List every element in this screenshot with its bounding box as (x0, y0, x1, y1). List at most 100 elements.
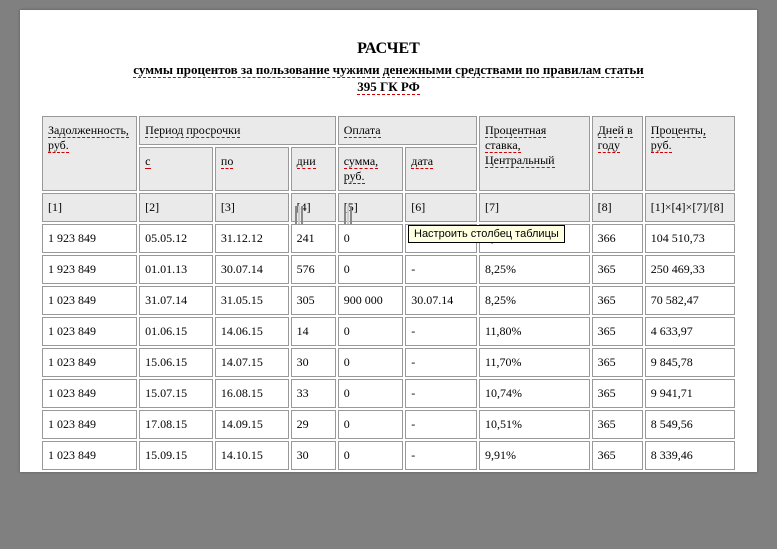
header-pay-sum[interactable]: сумма, руб. (338, 147, 404, 191)
header-days-year[interactable]: Дней в году (592, 116, 643, 191)
table-row: 1 023 84915.06.1514.07.15300-11,70%3659 … (42, 348, 735, 377)
table-cell[interactable]: - (405, 410, 477, 439)
table-cell[interactable]: 8 339,46 (645, 441, 735, 470)
table-cell[interactable]: 365 (592, 441, 643, 470)
header-pay-date[interactable]: дата (405, 147, 477, 191)
table-cell[interactable]: 365 (592, 348, 643, 377)
table-cell[interactable]: 31.07.14 (139, 286, 213, 315)
header-from[interactable]: с (139, 147, 213, 191)
table-cell[interactable]: 104 510,73 (645, 224, 735, 253)
table-cell[interactable]: 1 023 849 (42, 441, 137, 470)
table-cell[interactable]: 14 (291, 317, 336, 346)
table-cell[interactable]: 1 023 849 (42, 410, 137, 439)
table-cell[interactable]: 31.12.12 (215, 224, 289, 253)
table-cell[interactable]: 30 (291, 348, 336, 377)
table-cell[interactable]: 9 941,71 (645, 379, 735, 408)
table-cell[interactable]: 0 (338, 317, 404, 346)
table-cell[interactable]: 15.07.15 (139, 379, 213, 408)
table-cell[interactable]: 30.07.14 (215, 255, 289, 284)
table-row: 1 923 84905.05.1231.12.122410-8,25%36610… (42, 224, 735, 253)
header-payment[interactable]: Оплата (338, 116, 477, 145)
table-cell[interactable]: 4 633,97 (645, 317, 735, 346)
table-cell[interactable]: - (405, 255, 477, 284)
table-cell[interactable]: 14.06.15 (215, 317, 289, 346)
table-cell[interactable]: 241 (291, 224, 336, 253)
table-row: 1 023 84915.07.1516.08.15330-10,74%3659 … (42, 379, 735, 408)
table-cell[interactable]: 0 (338, 441, 404, 470)
document-page: РАСЧЕТ суммы процентов за пользование чу… (20, 10, 757, 472)
table-cell[interactable]: 365 (592, 255, 643, 284)
subtitle-line1: суммы процентов за пользование чужими де… (133, 62, 643, 78)
table-cell[interactable]: 10,74% (479, 379, 590, 408)
table-cell[interactable]: - (405, 441, 477, 470)
table-cell[interactable]: 9 845,78 (645, 348, 735, 377)
table-row: 1 923 84901.01.1330.07.145760-8,25%36525… (42, 255, 735, 284)
table-cell[interactable]: 1 023 849 (42, 317, 137, 346)
header-period[interactable]: Период просрочки (139, 116, 336, 145)
table-cell[interactable]: 11,70% (479, 348, 590, 377)
table-cell[interactable]: 250 469,33 (645, 255, 735, 284)
colnum-1: [1] (42, 193, 137, 222)
table-row: 1 023 84917.08.1514.09.15290-10,51%3658 … (42, 410, 735, 439)
table-cell[interactable]: 0 (338, 410, 404, 439)
column-resize-handle[interactable] (295, 206, 305, 224)
table-row: 1 023 84901.06.1514.06.15140-11,80%3654 … (42, 317, 735, 346)
table-row: 1 023 84931.07.1431.05.15305900 00030.07… (42, 286, 735, 315)
table-cell[interactable]: 17.08.15 (139, 410, 213, 439)
table-cell[interactable]: 11,80% (479, 317, 590, 346)
header-interest[interactable]: Проценты, руб. (645, 116, 735, 191)
colnum-9: [1]×[4]×[7]/[8] (645, 193, 735, 222)
table-cell[interactable]: 70 582,47 (645, 286, 735, 315)
table-cell[interactable]: 16.08.15 (215, 379, 289, 408)
header-to[interactable]: по (215, 147, 289, 191)
table-cell[interactable]: 31.05.15 (215, 286, 289, 315)
table-cell[interactable]: 1 023 849 (42, 348, 137, 377)
table-cell[interactable]: 8,25% (479, 255, 590, 284)
table-cell[interactable]: 365 (592, 379, 643, 408)
header-debt[interactable]: Задолженность, руб. (42, 116, 137, 191)
table-cell[interactable]: 01.01.13 (139, 255, 213, 284)
table-cell[interactable]: - (405, 379, 477, 408)
table-cell[interactable]: 14.07.15 (215, 348, 289, 377)
table-cell[interactable]: 900 000 (338, 286, 404, 315)
column-tooltip: Настроить столбец таблицы (408, 225, 565, 243)
table-cell[interactable]: 14.09.15 (215, 410, 289, 439)
table-cell[interactable]: 15.09.15 (139, 441, 213, 470)
table-cell[interactable]: 8,25% (479, 286, 590, 315)
column-resize-handle[interactable] (344, 206, 354, 224)
table-cell[interactable]: 15.06.15 (139, 348, 213, 377)
table-cell[interactable]: 0 (338, 348, 404, 377)
table-body: 1 923 84905.05.1231.12.122410-8,25%36610… (42, 224, 735, 470)
table-cell[interactable]: 10,51% (479, 410, 590, 439)
table-cell[interactable]: 576 (291, 255, 336, 284)
table-cell[interactable]: 8 549,56 (645, 410, 735, 439)
table-cell[interactable]: 365 (592, 317, 643, 346)
table-cell[interactable]: 365 (592, 286, 643, 315)
table-cell[interactable]: 9,91% (479, 441, 590, 470)
calculation-table: Задолженность, руб. Период просрочки Опл… (40, 114, 737, 472)
table-cell[interactable]: 1 023 849 (42, 286, 137, 315)
table-cell[interactable]: - (405, 317, 477, 346)
header-days[interactable]: дни (291, 147, 336, 191)
table-cell[interactable]: 33 (291, 379, 336, 408)
colnum-2: [2] (139, 193, 213, 222)
table-cell[interactable]: 305 (291, 286, 336, 315)
subtitle-line2: 395 ГК РФ (357, 79, 420, 95)
table-cell[interactable]: 05.05.12 (139, 224, 213, 253)
table-cell[interactable]: 01.06.15 (139, 317, 213, 346)
table-cell[interactable]: 1 023 849 (42, 379, 137, 408)
table-cell[interactable]: 0 (338, 224, 404, 253)
table-cell[interactable]: 29 (291, 410, 336, 439)
table-cell[interactable]: 0 (338, 255, 404, 284)
table-cell[interactable]: 30 (291, 441, 336, 470)
table-cell[interactable]: 14.10.15 (215, 441, 289, 470)
table-cell[interactable]: 0 (338, 379, 404, 408)
colnum-8: [8] (592, 193, 643, 222)
table-cell[interactable]: 366 (592, 224, 643, 253)
table-cell[interactable]: - (405, 348, 477, 377)
table-cell[interactable]: 30.07.14 (405, 286, 477, 315)
table-cell[interactable]: 365 (592, 410, 643, 439)
table-cell[interactable]: 1 923 849 (42, 224, 137, 253)
header-rate[interactable]: Процентная ставка, Центральный (479, 116, 590, 191)
table-cell[interactable]: 1 923 849 (42, 255, 137, 284)
